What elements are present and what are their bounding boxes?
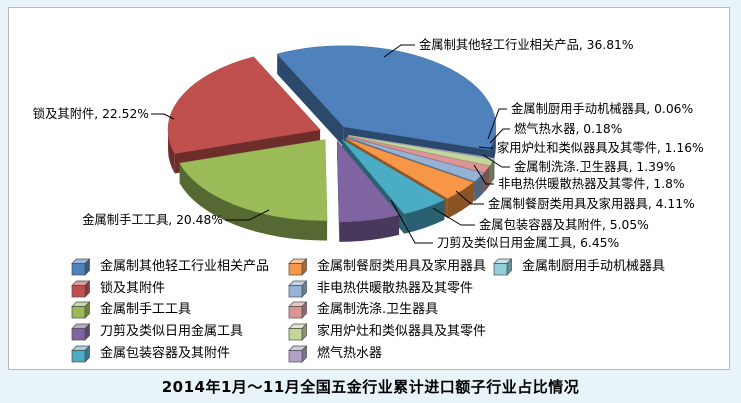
legend-item: 金属包装容器及其附件 [71,344,231,363]
legend-item-label: 金属包装容器及其附件 [100,345,231,361]
legend-color-cube [71,279,91,298]
slice-data-label: 锁及其附件, 22.52% [33,106,149,121]
slice-data-label: 非电热供暖散热器及其零件, 1.8% [498,176,685,191]
pie-slice-rim [493,158,495,180]
label-leader-line [390,199,433,244]
legend-item: 非电热供暖散热器及其零件 [288,279,474,298]
legend-color-cube [288,258,308,276]
chart-title: 2014年1月～11月全国五金行业累计进口额子行业占比情况 [161,378,580,396]
legend-color-cube [288,344,308,363]
legend-item-label: 燃气热水器 [317,345,383,361]
label-leader-line [455,190,484,205]
legend-item-label: 非电热供暖散热器及其零件 [317,280,474,296]
legend-color-cube [71,344,91,363]
pie-slice-rim [447,182,473,219]
label-leader-line [225,209,270,221]
pie-slice-0 [276,45,497,151]
slice-data-label: 刀剪及类似日用金属工具, 6.45% [437,235,619,250]
pie-slice-1 [167,56,321,154]
pie-slice-7 [347,136,490,173]
label-leader-line [151,113,175,120]
pie-slice-4 [342,139,445,215]
legend-color-cube [288,279,308,298]
legend-item: 家用炉灶和类似器具及其零件 [288,323,486,341]
legend-item: 金属制洗涤.卫生器具 [288,301,439,320]
legend-item: 金属制餐厨类用具及家用器具 [288,258,486,276]
legend-color-cube [71,301,91,320]
legend-item-label: 锁及其附件 [100,280,166,296]
label-leader-line [432,207,475,226]
legend-item: 金属制厨用手动机械器具 [493,258,665,276]
pie-slice-rim [179,163,328,241]
legend-item-label: 金属制手工工具 [100,302,192,318]
slice-data-label: 金属包装容器及其附件, 5.05% [479,217,649,232]
legend-item: 金属制手工工具 [71,301,192,320]
pie-slice-rim [489,159,494,186]
legend-item-label: 金属制厨用手动机械器具 [522,259,666,274]
pie-slice-2 [179,139,328,221]
slice-data-label: 家用炉灶和类似器具及其零件, 1.16% [497,140,704,155]
legend-item: 刀剪及类似日用金属工具 [71,323,243,341]
pie-slice-side [277,54,344,147]
slice-data-label: 金属制洗涤.卫生器具, 1.39% [514,159,675,174]
legend-color-cube [288,323,308,341]
legend-color-cube [71,258,91,276]
pie-slice-rim [474,173,484,202]
label-leader-line [482,154,510,168]
slice-data-label: 金属制手工工具, 20.48% [82,212,223,227]
legend-color-cube [493,258,513,276]
pie-slice-5 [345,137,474,199]
pie-chart-canvas: 金属制其他轻工行业相关产品, 36.81% 锁及其附件, 22.52% 金属制手工工… [33,37,704,250]
legend-item-label: 金属制其他轻工行业相关产品 [100,259,270,274]
legend-color-cube [71,323,91,341]
legend-item-label: 刀剪及类似日用金属工具 [100,324,244,340]
label-leader-line [473,164,494,185]
chart-plot-area: 金属制其他轻工行业相关产品, 36.81% 锁及其附件, 22.52% 金属制手工工… [8,7,730,370]
slice-data-label: 燃气热水器, 0.18% [514,121,622,136]
legend-item-label: 金属制洗涤.卫生器具 [317,302,439,318]
slice-data-label: 金属制厨用手动机械器具, 0.06% [511,101,693,116]
label-leader-line [383,44,415,58]
pie-slice-8 [348,135,494,166]
legend-item: 燃气热水器 [288,344,383,363]
label-leader-line [489,128,510,144]
pie-slice-6 [347,136,484,182]
pie-slice-9 [348,135,495,160]
label-leader-line [487,108,507,140]
slice-data-label: 金属制其他轻工行业相关产品, 36.81% [419,37,634,52]
slice-data-label: 金属制餐厨类用具及家用器具, 4.11% [488,196,695,211]
legend-item: 金属制其他轻工行业相关产品 [71,258,269,276]
legend-item-label: 家用炉灶和类似器具及其零件 [317,324,487,340]
pie-slice-rim [483,166,490,193]
legend-item-label: 金属制餐厨类用具及家用器具 [317,259,487,274]
label-leader-line [478,146,493,149]
pie-slice-rim [168,129,175,174]
legend-color-cube [288,301,308,320]
legend-item: 锁及其附件 [71,279,166,298]
